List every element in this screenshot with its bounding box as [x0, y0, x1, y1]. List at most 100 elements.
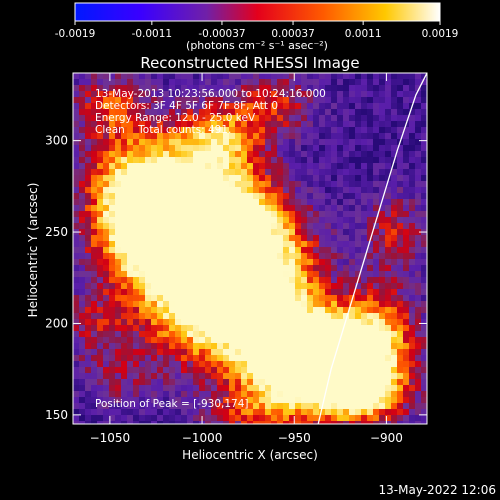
heatmap-cell — [229, 139, 236, 146]
heatmap-cell — [241, 271, 248, 278]
heatmap-cell — [301, 241, 308, 248]
heatmap-cell — [379, 73, 386, 80]
heatmap-cell — [271, 391, 278, 398]
heatmap-cell — [187, 181, 194, 188]
heatmap-cell — [205, 421, 212, 424]
heatmap-cell — [337, 139, 344, 146]
heatmap-cell — [343, 319, 350, 326]
heatmap-cell — [121, 253, 128, 260]
heatmap-cell — [151, 385, 158, 392]
heatmap-cell — [79, 343, 86, 350]
heatmap-cell — [229, 193, 236, 200]
heatmap-cell — [361, 409, 368, 416]
heatmap-cell — [91, 289, 98, 296]
heatmap-cell — [421, 169, 427, 176]
heatmap-cell — [265, 133, 272, 140]
heatmap-cell — [349, 385, 356, 392]
heatmap-cell — [301, 343, 308, 350]
heatmap-cell — [163, 343, 170, 350]
heatmap-cell — [325, 367, 332, 374]
heatmap-cell — [271, 109, 278, 116]
heatmap-cell — [247, 283, 254, 290]
heatmap-cell — [385, 85, 392, 92]
heatmap-cell — [229, 103, 236, 110]
heatmap-cell — [151, 199, 158, 206]
heatmap-cell — [103, 301, 110, 308]
heatmap-cell — [349, 253, 356, 260]
heatmap-cell — [361, 199, 368, 206]
heatmap-cell — [241, 133, 248, 140]
annotation-detectors: Detectors: 3F 4F 5F 6F 7F 8F, Att 0 — [95, 100, 278, 112]
heatmap-cell — [313, 361, 320, 368]
heatmap-cell — [205, 121, 212, 128]
heatmap-cell — [79, 205, 86, 212]
heatmap-cell — [175, 241, 182, 248]
heatmap-cell — [337, 127, 344, 134]
heatmap-cell — [235, 235, 242, 242]
heatmap-cell — [205, 271, 212, 278]
heatmap-cell — [355, 223, 362, 230]
heatmap-cell — [139, 355, 146, 362]
heatmap-cell — [205, 253, 212, 260]
heatmap-cell — [385, 307, 392, 314]
heatmap-cell — [85, 193, 92, 200]
heatmap-cell — [181, 259, 188, 266]
heatmap-cell — [313, 97, 320, 104]
heatmap-cell — [295, 217, 302, 224]
heatmap-cell — [103, 97, 110, 104]
heatmap-cell — [91, 319, 98, 326]
heatmap-cell — [85, 295, 92, 302]
heatmap-cell — [391, 229, 398, 236]
heatmap-cell — [115, 121, 122, 128]
heatmap-cell — [331, 139, 338, 146]
heatmap-cell — [241, 211, 248, 218]
heatmap-cell — [79, 259, 86, 266]
heatmap-cell — [319, 103, 326, 110]
heatmap-cell — [151, 115, 158, 122]
heatmap-cell — [319, 121, 326, 128]
heatmap-cell — [277, 247, 284, 254]
heatmap-cell — [319, 133, 326, 140]
heatmap-cell — [85, 277, 92, 284]
heatmap-cell — [145, 415, 152, 422]
heatmap-cell — [313, 307, 320, 314]
heatmap-cell — [169, 367, 176, 374]
heatmap-cell — [85, 235, 92, 242]
heatmap-cell — [199, 403, 206, 410]
heatmap-cell — [91, 397, 98, 404]
heatmap-cell — [115, 253, 122, 260]
heatmap-cell — [241, 181, 248, 188]
heatmap-cell — [373, 361, 380, 368]
heatmap-cell — [325, 115, 332, 122]
heatmap-cell — [193, 229, 200, 236]
heatmap-cell — [235, 205, 242, 212]
heatmap-cell — [163, 97, 170, 104]
heatmap-cell — [151, 223, 158, 230]
heatmap-cell — [139, 181, 146, 188]
heatmap-cell — [325, 193, 332, 200]
heatmap-cell — [145, 181, 152, 188]
heatmap-cell — [139, 415, 146, 422]
heatmap-cell — [187, 79, 194, 86]
heatmap-cell — [313, 241, 320, 248]
heatmap-cell — [403, 415, 410, 422]
heatmap-cell — [271, 97, 278, 104]
heatmap-cell — [289, 421, 296, 424]
heatmap-cell — [271, 193, 278, 200]
heatmap-cell — [109, 157, 116, 164]
heatmap-cell — [289, 271, 296, 278]
heatmap-cell — [265, 343, 272, 350]
heatmap-cell — [229, 79, 236, 86]
heatmap-cell — [283, 379, 290, 386]
heatmap-cell — [103, 367, 110, 374]
heatmap-cell — [391, 307, 398, 314]
heatmap-cell — [367, 133, 374, 140]
heatmap-cell — [391, 295, 398, 302]
heatmap-cell — [115, 73, 122, 80]
heatmap-cell — [271, 247, 278, 254]
heatmap-cell — [223, 337, 230, 344]
heatmap-cell — [205, 115, 212, 122]
heatmap-cell — [247, 295, 254, 302]
heatmap-cell — [73, 211, 80, 218]
heatmap-cell — [295, 121, 302, 128]
